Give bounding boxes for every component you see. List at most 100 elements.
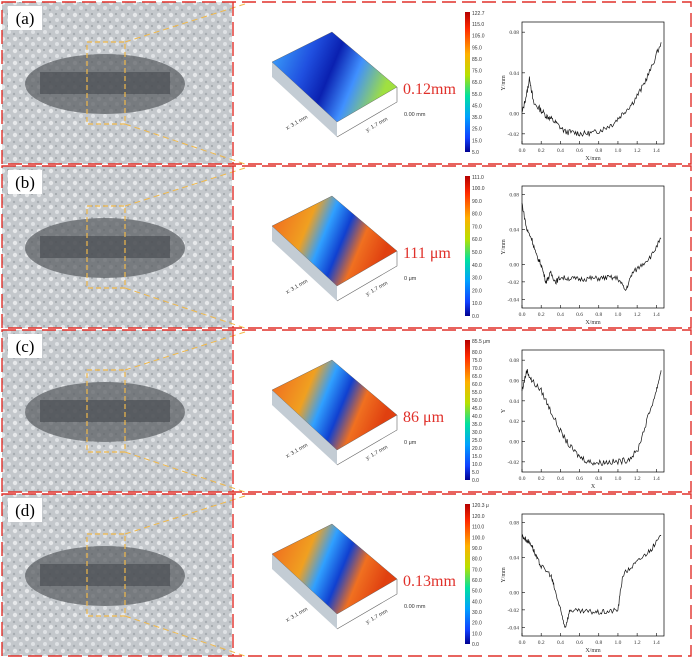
panel-label: (c)	[16, 337, 35, 356]
y-tick-label: 0.00	[509, 590, 519, 596]
colorbar-tick: 30.0	[472, 430, 482, 436]
colorbar	[465, 340, 470, 480]
colorbar-tick: 75.0	[472, 69, 482, 75]
x-tick-label: 0.0	[519, 640, 526, 646]
colorbar-tick: 60.0	[472, 237, 482, 243]
y-axis-label: Y/mm	[501, 567, 507, 583]
colorbar-tick: 70.0	[472, 567, 482, 573]
x-axis-label: X	[591, 484, 596, 490]
surface-edge	[336, 579, 398, 630]
x-axis-label: X/mm	[585, 156, 601, 162]
x-tick-label: 0.2	[538, 312, 545, 318]
profile-plot-frame	[521, 21, 665, 145]
colorbar	[465, 176, 470, 316]
colorbar-max: 85.5 μm	[472, 339, 490, 345]
zoom-box	[86, 205, 126, 289]
x-tick-label: 0.4	[557, 312, 564, 318]
x-tick-label: 1.0	[615, 148, 622, 154]
colorbar-tick: 15.0	[472, 138, 482, 144]
y-tick-label: 0.00	[509, 262, 519, 268]
x-tick-label: 0.8	[595, 640, 602, 646]
x-tick-label: 0.8	[595, 148, 602, 154]
surface-edge	[336, 251, 398, 302]
axis-z-unit: 0.00 mm	[404, 112, 426, 118]
panel-label-box	[8, 170, 42, 194]
y-tick-label: 0.04	[509, 556, 519, 562]
surface-3d	[271, 195, 398, 287]
surface-side	[272, 554, 337, 629]
axis-x-label: x: 3.1 mm	[285, 606, 309, 623]
x-tick-label: 1.4	[653, 476, 660, 482]
axis-z-unit: 0 μm	[404, 440, 417, 446]
panel-label: (b)	[15, 173, 35, 192]
colorbar-tick: 45.0	[472, 103, 482, 109]
colorbar-tick: 50.0	[472, 398, 482, 404]
y-tick-label: 0.08	[509, 521, 519, 527]
x-tick-label: 0.6	[576, 640, 583, 646]
y-axis-label: Y/mm	[501, 239, 507, 255]
colorbar-tick: 10.0	[472, 301, 482, 307]
zoom-guide-top	[124, 3, 246, 43]
colorbar-max: 120.3 μ	[472, 503, 489, 509]
surface-side	[272, 62, 337, 137]
zoom-box	[86, 41, 126, 125]
colorbar-tick: 90.0	[472, 546, 482, 552]
x-tick-label: 1.2	[634, 312, 641, 318]
zoom-box	[86, 369, 126, 453]
panel-label-box	[8, 498, 42, 522]
colorbar-tick: 70.0	[472, 366, 482, 372]
colorbar-tick: 60.0	[472, 578, 482, 584]
x-tick-label: 0.0	[519, 148, 526, 154]
panel-frame	[1, 1, 692, 165]
colorbar-tick: 95.0	[472, 45, 482, 51]
profile-line	[521, 202, 662, 291]
depth-label: 86 μm	[403, 409, 445, 426]
colorbar-tick: 70.0	[472, 224, 482, 230]
colorbar-tick: 0.0	[472, 642, 479, 648]
x-tick-label: 1.2	[634, 476, 641, 482]
scratch-groove-core	[40, 564, 170, 586]
y-tick-label: 0.08	[509, 193, 519, 199]
colorbar-tick: 25.0	[472, 127, 482, 133]
colorbar-tick: 75.0	[472, 358, 482, 364]
profile-plot-frame	[521, 185, 665, 309]
colorbar-tick: 90.0	[472, 199, 482, 205]
y-tick-label: 0.02	[509, 419, 519, 425]
surface-side	[272, 390, 337, 465]
colorbar-tick: 120.0	[472, 514, 485, 520]
colorbar-tick: 100.0	[472, 186, 485, 192]
panel-d: (d)x: 3.1 mm y: 1.7 mm0.00 mm0.13mm120.3 …	[1, 493, 692, 657]
colorbar-tick: 40.0	[472, 414, 482, 420]
colorbar-tick: 55.0	[472, 92, 482, 98]
profile-line	[521, 42, 662, 137]
scratch-groove-core	[40, 400, 170, 422]
x-tick-label: 0.0	[519, 476, 526, 482]
colorbar-tick: 80.0	[472, 350, 482, 356]
x-tick-label: 0.2	[538, 640, 545, 646]
y-tick-label: 0.00	[509, 112, 519, 118]
x-tick-label: 0.4	[557, 640, 564, 646]
x-tick-label: 1.2	[634, 640, 641, 646]
colorbar-tick: 5.0	[472, 470, 479, 476]
panel-label-box	[8, 334, 42, 358]
x-tick-label: 1.2	[634, 148, 641, 154]
colorbar-tick: 50.0	[472, 250, 482, 256]
colorbar-tick: 40.0	[472, 599, 482, 605]
y-tick-label: -0.02	[508, 460, 520, 466]
panel-frame	[1, 329, 692, 493]
y-tick-label: 0.06	[509, 379, 519, 385]
panel-frame	[1, 165, 692, 329]
x-tick-label: 1.4	[653, 312, 660, 318]
x-tick-label: 1.4	[653, 640, 660, 646]
colorbar-tick: 20.0	[472, 446, 482, 452]
axis-x-label: x: 3.1 mm	[285, 114, 309, 131]
colorbar-tick: 25.0	[472, 438, 482, 444]
y-tick-label: 0.08	[509, 358, 519, 364]
zoom-box	[86, 533, 126, 617]
colorbar-tick: 30.0	[472, 276, 482, 282]
y-tick-label: 0.04	[509, 399, 519, 405]
surface-edge	[336, 415, 398, 466]
colorbar-tick: 35.0	[472, 115, 482, 121]
colorbar-tick: 20.0	[472, 288, 482, 294]
